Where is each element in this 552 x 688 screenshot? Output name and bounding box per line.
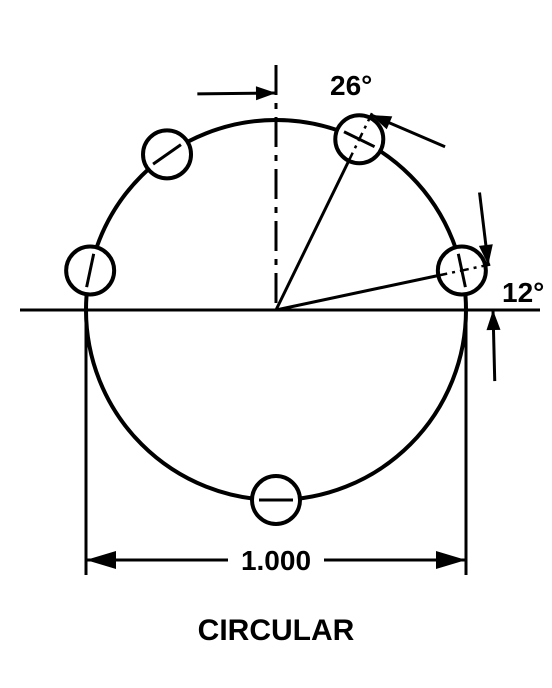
dim-arrow-left — [86, 551, 116, 569]
radial-line-0 — [276, 270, 462, 310]
dim-arrow-right — [436, 551, 466, 569]
circular-pattern-diagram: 26° 12° 1.000 CIRCULAR — [0, 0, 552, 688]
diagram-title: CIRCULAR — [198, 614, 355, 647]
angle-dim-text-0: 26° — [330, 70, 372, 101]
dim-value-text: 1.000 — [241, 545, 311, 576]
angle-dim-text-1: 12° — [502, 277, 544, 308]
angle12-arrow2-arrowhead — [486, 310, 500, 330]
radial-line-1 — [276, 139, 359, 310]
angle26-arrow1-arrowhead — [256, 86, 276, 100]
